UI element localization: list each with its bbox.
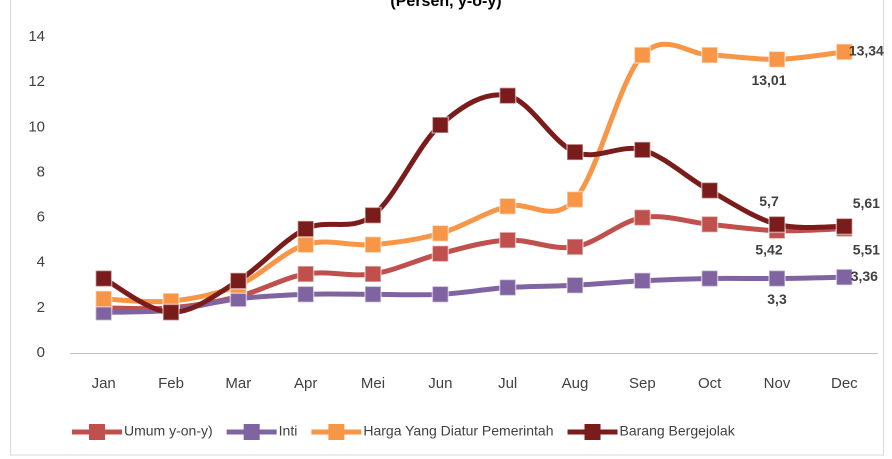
y-tick-label: 0 xyxy=(37,344,45,361)
point-marker xyxy=(768,215,786,234)
x-tick-label: Jun xyxy=(428,375,452,392)
y-tick-label: 2 xyxy=(37,299,45,316)
point-marker xyxy=(566,143,584,161)
x-tick-label: Mar xyxy=(225,375,251,392)
point-marker xyxy=(835,43,854,61)
point-marker xyxy=(566,190,584,209)
point-marker xyxy=(566,276,584,295)
point-marker xyxy=(431,285,450,304)
x-tick-label: Feb xyxy=(158,375,184,392)
y-tick-label: 4 xyxy=(37,254,45,271)
point-marker xyxy=(431,224,450,243)
series-line xyxy=(101,41,847,305)
point-marker xyxy=(364,235,382,254)
point-marker xyxy=(364,206,382,225)
data-label: 5,7 xyxy=(759,193,779,209)
point-marker xyxy=(94,290,113,308)
y-tick-label: 10 xyxy=(28,118,45,135)
data-label: 13,34 xyxy=(849,43,884,59)
y-tick-label: 14 xyxy=(28,28,45,45)
point-marker xyxy=(633,208,652,227)
x-tick-label: Apr xyxy=(294,375,317,392)
data-label: 3,3 xyxy=(767,291,787,307)
data-label: 13,01 xyxy=(751,72,786,88)
x-tick-label: Aug xyxy=(562,375,589,392)
point-marker xyxy=(566,238,584,256)
data-label: 3,36 xyxy=(851,268,878,284)
point-marker xyxy=(700,215,719,234)
y-tick-label: 8 xyxy=(37,163,45,180)
x-tick-label: Nov xyxy=(764,375,791,392)
point-marker xyxy=(498,86,517,105)
point-marker xyxy=(700,46,719,64)
point-marker xyxy=(633,141,652,159)
legend-label: Harga Yang Diatur Pemerintah xyxy=(363,423,553,439)
point-marker xyxy=(835,268,854,286)
x-tick-label: Jan xyxy=(92,375,116,392)
data-label: 5,42 xyxy=(755,241,782,257)
point-marker xyxy=(498,197,517,216)
y-tick-label: 12 xyxy=(28,73,45,90)
legend-label: Umum y-on-y) xyxy=(124,423,213,439)
x-tick-label: Mei xyxy=(361,375,385,392)
point-marker xyxy=(364,265,382,283)
legend-marker xyxy=(243,424,260,440)
x-tick-label: Dec xyxy=(831,375,858,392)
x-tick-label: Oct xyxy=(698,375,722,392)
x-tick-label: Jul xyxy=(498,375,517,392)
point-marker xyxy=(94,269,113,288)
point-marker xyxy=(229,272,248,290)
legend-marker xyxy=(328,424,345,440)
point-marker xyxy=(835,217,854,236)
chart-border xyxy=(10,0,884,456)
point-marker xyxy=(633,272,652,290)
legend-label: Inti xyxy=(279,423,298,439)
legend-marker xyxy=(584,424,601,440)
point-marker xyxy=(162,303,180,322)
point-marker xyxy=(296,285,315,304)
point-marker xyxy=(700,269,719,288)
data-label: 5,61 xyxy=(853,195,880,211)
y-tick-label: 6 xyxy=(37,209,45,226)
legend-marker xyxy=(89,424,105,440)
point-marker xyxy=(364,285,382,304)
data-label: 5,51 xyxy=(853,241,880,257)
point-marker xyxy=(498,278,517,297)
point-marker xyxy=(431,116,450,134)
point-marker xyxy=(296,235,315,254)
point-marker xyxy=(633,46,652,64)
point-marker xyxy=(498,231,517,249)
point-marker xyxy=(296,265,315,283)
point-marker xyxy=(768,50,786,69)
point-marker xyxy=(296,220,315,238)
chart-title: (Persen, y-o-y) xyxy=(390,0,501,10)
x-tick-label: Sep xyxy=(629,375,656,392)
point-marker xyxy=(768,269,786,288)
point-marker xyxy=(700,181,719,200)
point-marker xyxy=(431,244,450,263)
legend-label: Barang Bergejolak xyxy=(620,423,736,439)
